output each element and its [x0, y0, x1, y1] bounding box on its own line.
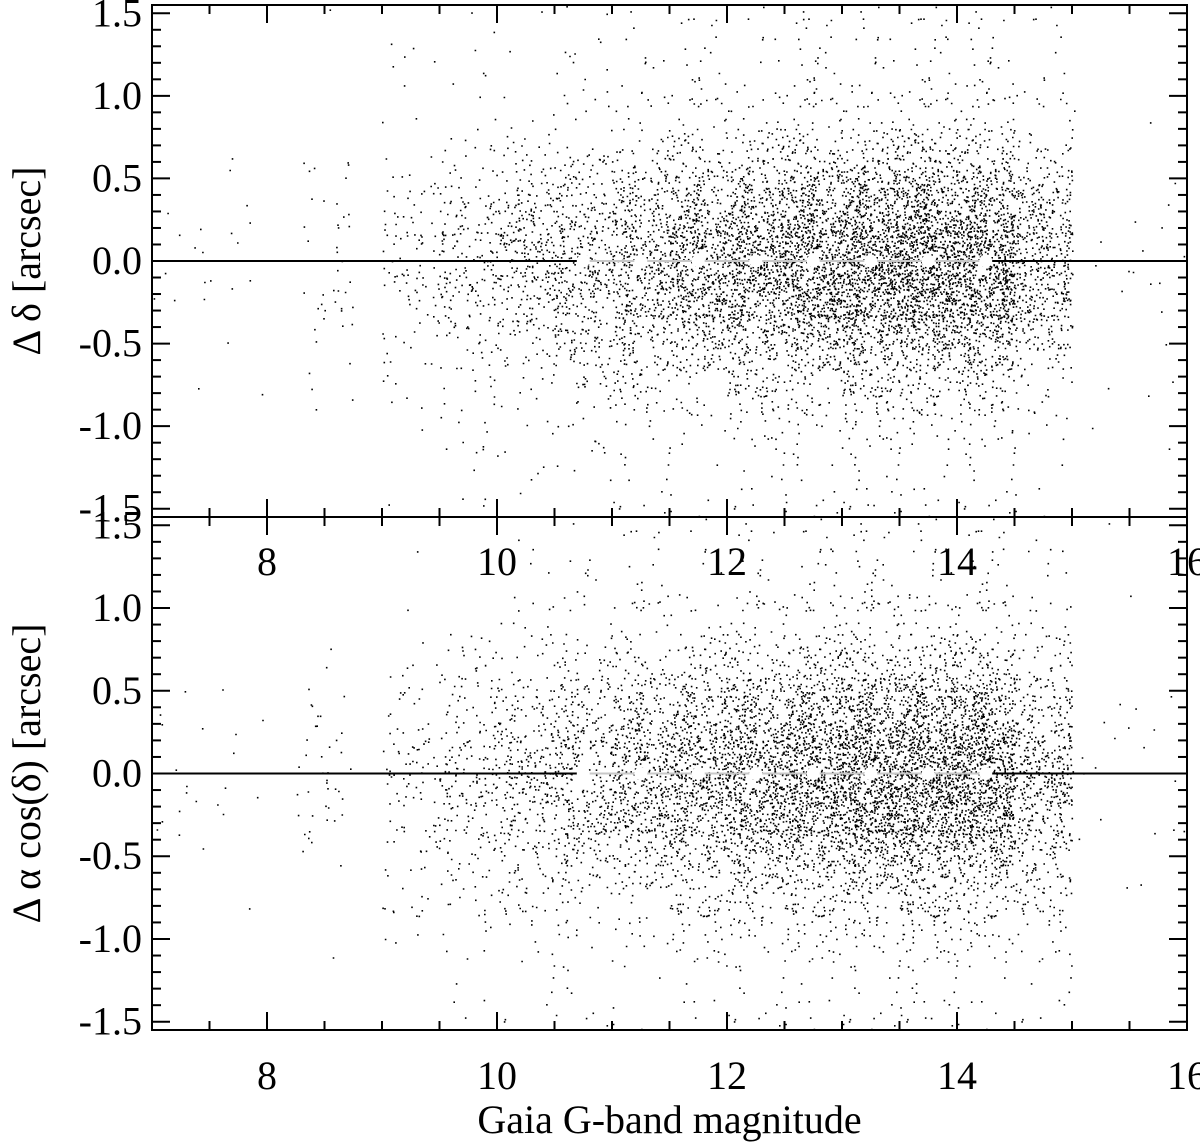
bottom-median-markers [576, 767, 993, 780]
top-x-tick-label: 14 [937, 539, 977, 584]
top-x-tick-label: 10 [477, 539, 517, 584]
median-marker [806, 254, 820, 268]
median-marker [921, 767, 935, 780]
top-panel: -1.5 -1.0 -0.5 0.0 0.5 1.0 1.5 8 10 12 1… [4, 0, 1200, 584]
bottom-x-tick-label: 14 [937, 1053, 977, 1098]
bottom-y-tick-label: 0.5 [92, 668, 142, 713]
median-marker [691, 254, 705, 268]
top-y-tick-labels: -1.5 -1.0 -0.5 0.0 0.5 1.0 1.5 [79, 0, 142, 531]
top-x-tick-label: 16 [1167, 539, 1200, 584]
bottom-y-tick-label: -0.5 [79, 833, 142, 878]
scatter-point-cloud [156, 518, 1186, 1031]
bottom-x-tick-label: 16 [1167, 1053, 1200, 1098]
top-y-tick-label: -1.0 [79, 403, 142, 448]
bottom-panel: -1.5 -1.0 -0.5 0.0 0.5 1.0 1.5 8 10 12 1… [4, 502, 1200, 1142]
bottom-scatter-points [156, 518, 1186, 1031]
top-y-tick-label: -0.5 [79, 321, 142, 366]
median-marker [979, 254, 993, 268]
top-y-tick-label: 0.5 [92, 155, 142, 200]
top-y-tick-label: 0.0 [92, 238, 142, 283]
bottom-y-tick-label: -1.0 [79, 916, 142, 961]
bottom-x-tick-label: 8 [257, 1053, 277, 1098]
median-marker [749, 254, 763, 268]
median-marker [634, 767, 648, 780]
bottom-y-tick-label: 0.0 [92, 751, 142, 796]
top-y-axis-label: Δ δ [arcsec] [4, 167, 49, 356]
median-marker [749, 767, 763, 780]
top-x-tick-labels: 8 10 12 14 16 [257, 539, 1200, 584]
median-marker [806, 767, 820, 780]
top-ticks [151, 5, 1188, 517]
bottom-y-tick-label: 1.0 [92, 585, 142, 630]
bottom-x-tick-label: 10 [477, 1053, 517, 1098]
median-marker [864, 254, 878, 268]
median-marker [691, 767, 705, 780]
median-marker [576, 767, 590, 780]
top-median-markers [576, 254, 993, 268]
top-y-tick-label: -1.5 [79, 486, 142, 531]
median-marker [634, 254, 648, 268]
median-marker [921, 254, 935, 268]
bottom-y-tick-labels: -1.5 -1.0 -0.5 0.0 0.5 1.0 1.5 [79, 502, 142, 1043]
x-axis-label: Gaia G-band magnitude [477, 1097, 861, 1142]
top-y-tick-label: 1.5 [92, 0, 142, 35]
bottom-y-tick-label: -1.5 [79, 999, 142, 1044]
top-y-tick-label: 1.0 [92, 73, 142, 118]
top-x-tick-label: 12 [707, 539, 747, 584]
bottom-ticks [151, 517, 1188, 1030]
bottom-x-tick-labels: 8 10 12 14 16 [257, 1053, 1200, 1098]
top-x-tick-label: 8 [257, 539, 277, 584]
bottom-x-tick-label: 12 [707, 1053, 747, 1098]
bottom-y-tick-label: 1.5 [92, 502, 142, 547]
bottom-y-axis-label: Δ α cos(δ) [arcsec] [4, 624, 49, 924]
median-marker [864, 767, 878, 780]
median-marker [576, 254, 590, 268]
median-marker [979, 767, 993, 780]
